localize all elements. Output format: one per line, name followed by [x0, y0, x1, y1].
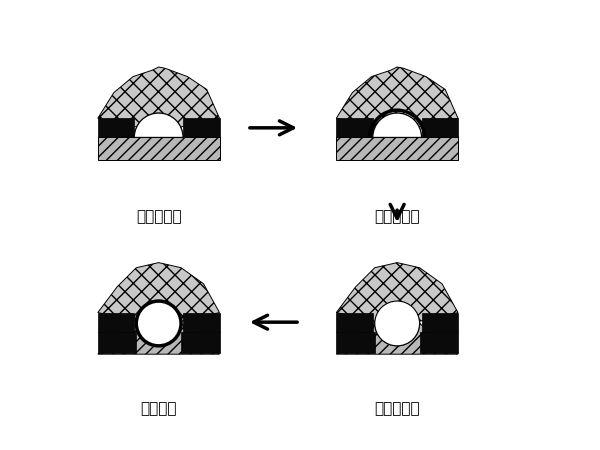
Polygon shape — [419, 332, 458, 353]
Polygon shape — [98, 332, 136, 353]
Polygon shape — [183, 313, 220, 332]
Polygon shape — [337, 324, 458, 354]
Polygon shape — [183, 118, 220, 137]
Polygon shape — [422, 118, 458, 137]
Polygon shape — [98, 324, 220, 354]
Polygon shape — [181, 332, 220, 353]
Polygon shape — [98, 118, 134, 137]
Polygon shape — [98, 67, 220, 137]
Polygon shape — [337, 332, 375, 353]
Polygon shape — [98, 137, 220, 160]
Polygon shape — [422, 313, 458, 332]
Text: 支护完毕: 支护完毕 — [140, 401, 177, 416]
Text: 下台阶开挖: 下台阶开挖 — [374, 401, 420, 416]
Wedge shape — [134, 113, 183, 137]
Circle shape — [375, 301, 419, 346]
Wedge shape — [373, 113, 422, 137]
Polygon shape — [337, 313, 373, 332]
Text: 上台阶支护: 上台阶支护 — [374, 209, 420, 224]
Circle shape — [136, 301, 181, 346]
Polygon shape — [98, 263, 220, 332]
Polygon shape — [337, 118, 373, 137]
Polygon shape — [337, 67, 458, 137]
Polygon shape — [98, 313, 134, 332]
Polygon shape — [337, 263, 458, 332]
Text: 上台阶开挖: 上台阶开挖 — [136, 209, 181, 224]
Polygon shape — [337, 137, 458, 160]
